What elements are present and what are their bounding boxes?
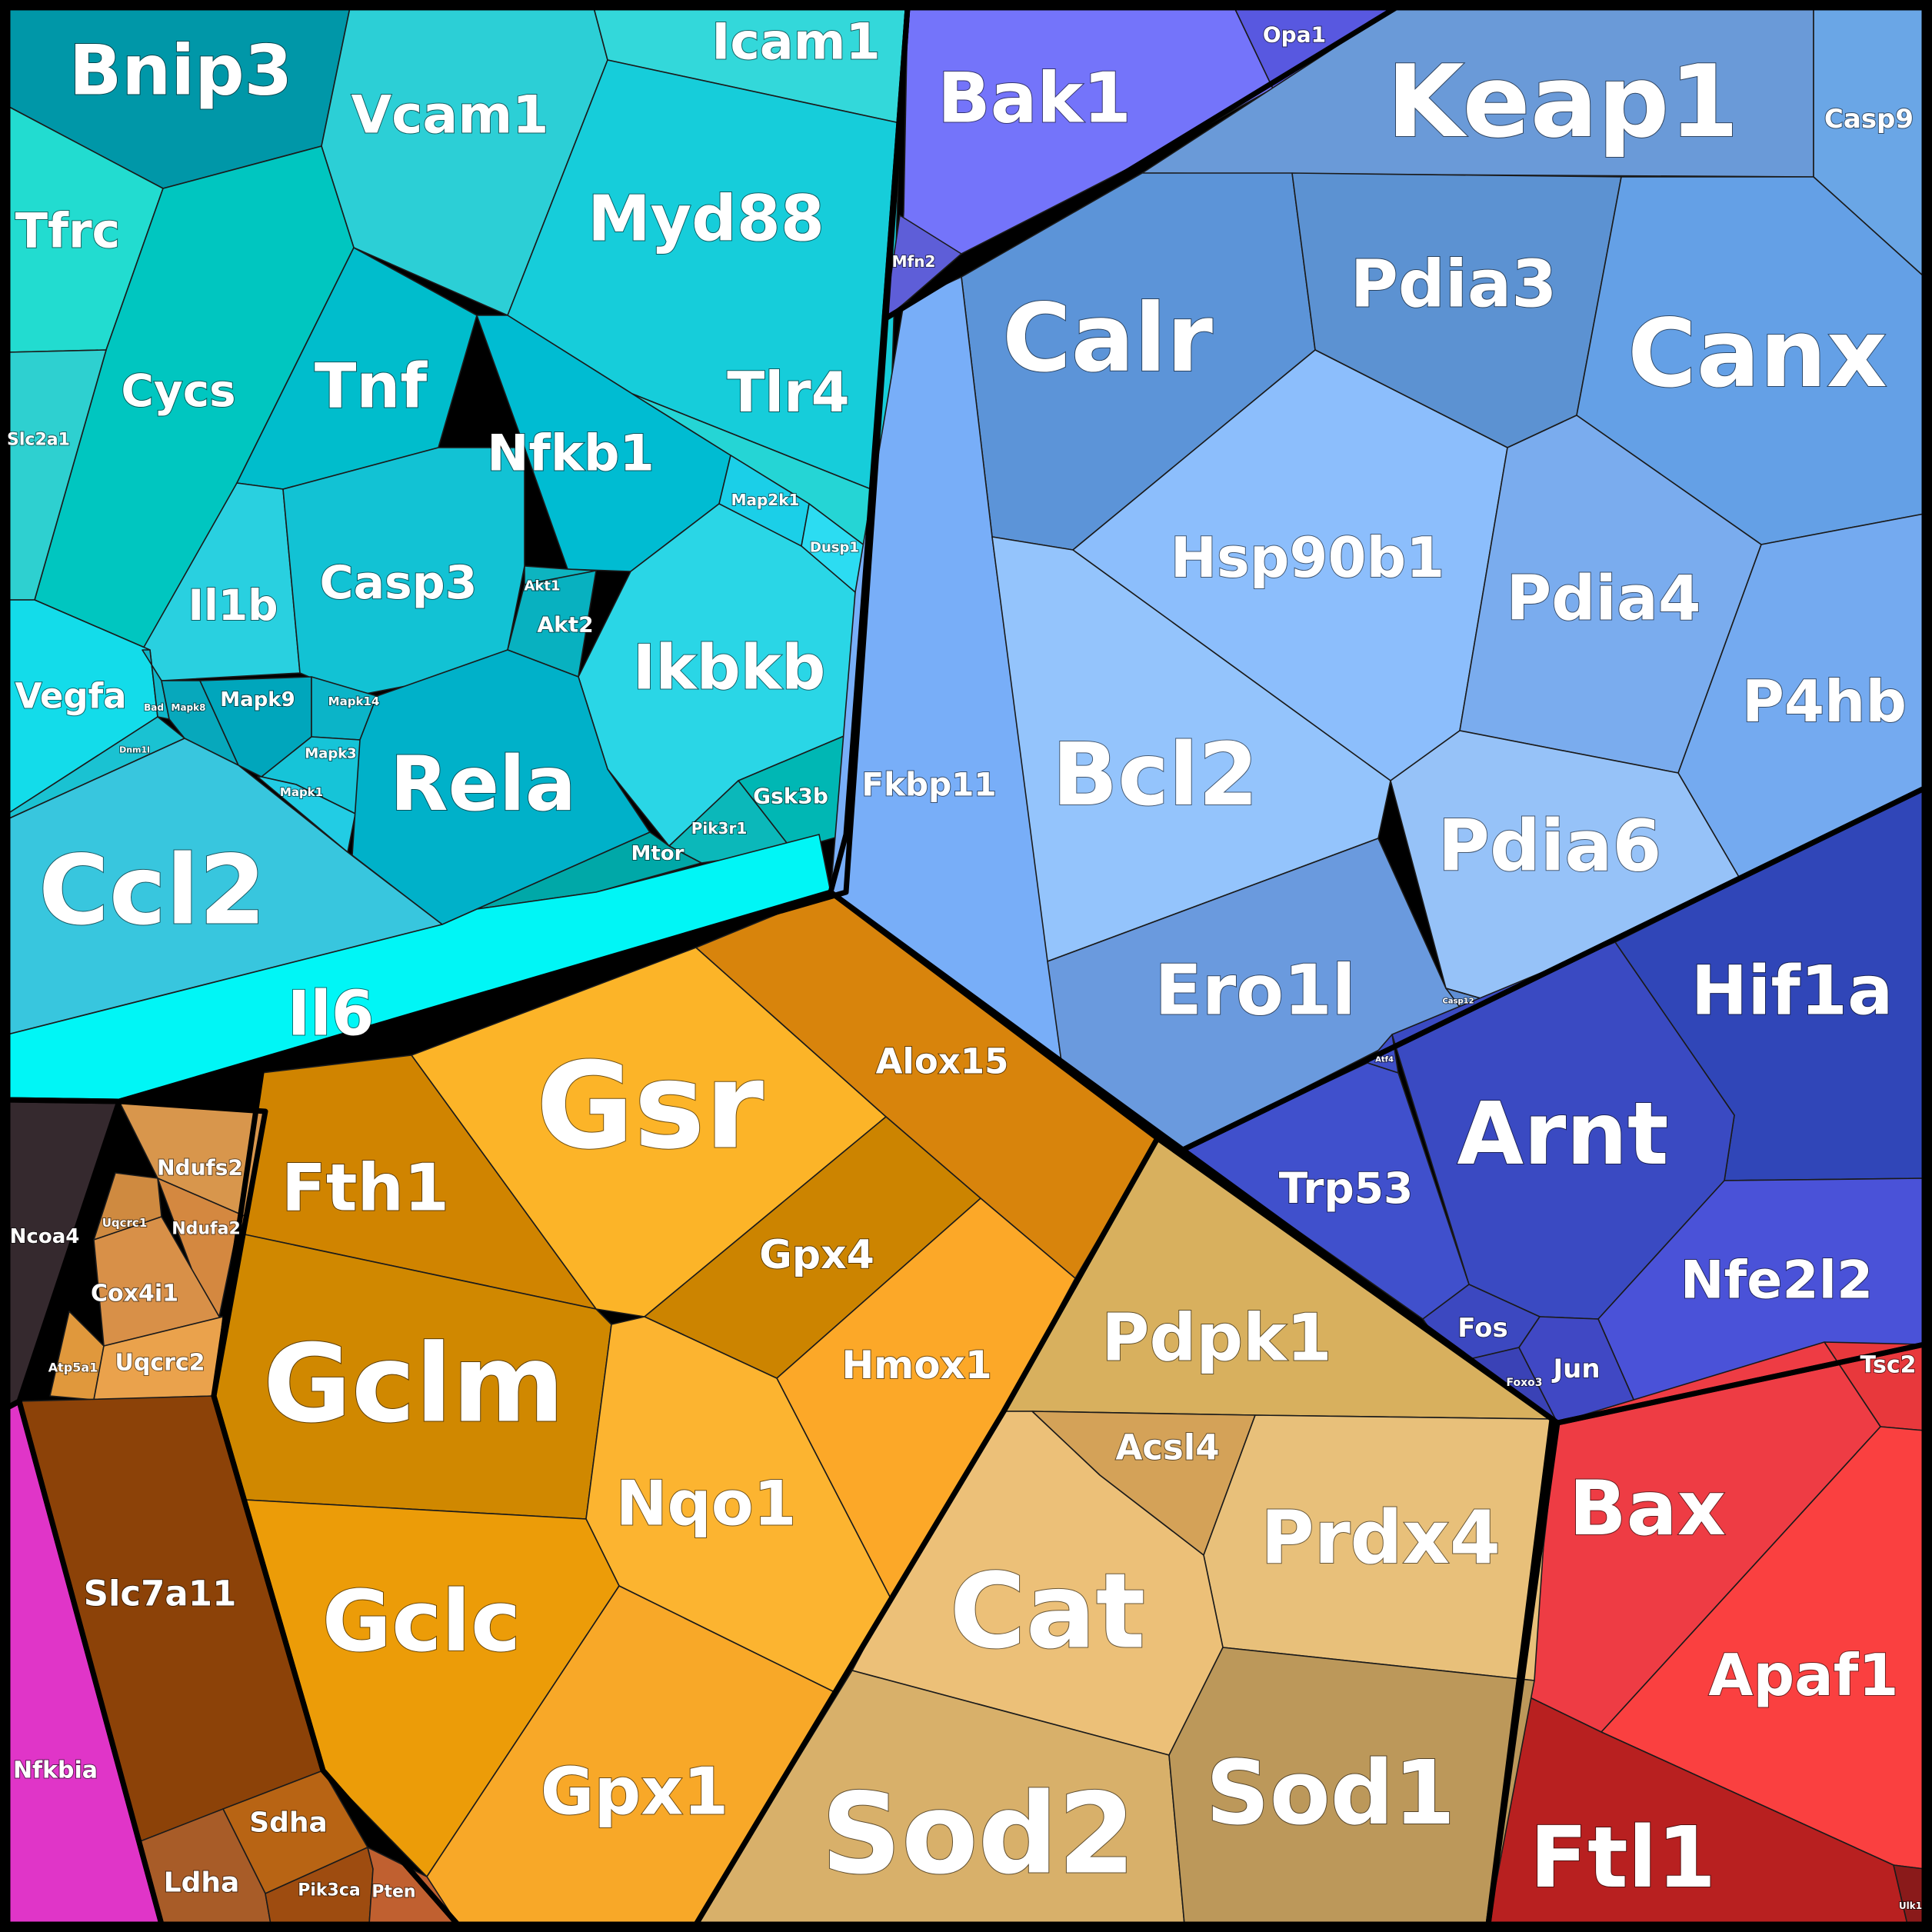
- cell-label-akt2: Akt2: [537, 612, 593, 638]
- cell-label-cox4i1: Cox4i1: [91, 1281, 178, 1307]
- cell-label-il6: Il6: [288, 978, 375, 1050]
- cell-label-pdia4: Pdia4: [1507, 563, 1701, 635]
- cell-ndufa2: [157, 1178, 247, 1317]
- cell-label-mtor: Mtor: [631, 842, 685, 865]
- cell-label-casp3: Casp3: [320, 556, 478, 610]
- cell-label-uqcrc1: Uqcrc1: [102, 1216, 148, 1230]
- cell-label-mapk3: Mapk3: [305, 746, 356, 762]
- cell-label-gclm: Gclm: [263, 1322, 565, 1447]
- cell-label-fkbp11: Fkbp11: [861, 766, 996, 804]
- cell-label-atp5a1: Atp5a1: [48, 1361, 98, 1375]
- cell-label-hif1a: Hif1a: [1691, 951, 1894, 1031]
- cell-label-tnf: Tnf: [315, 351, 428, 422]
- cell-label-icam1: Icam1: [711, 14, 881, 72]
- cell-label-p4hb: P4hb: [1742, 668, 1907, 735]
- cell-label-nfkbia: Nfkbia: [13, 1757, 98, 1784]
- cell-label-mapk14: Mapk14: [328, 695, 380, 708]
- cell-label-ndufs2: Ndufs2: [157, 1155, 243, 1181]
- cell-label-opa1: Opa1: [1263, 22, 1326, 48]
- cell-label-nfkb1: Nfkb1: [487, 425, 655, 483]
- cell-bcl2: [991, 536, 1391, 962]
- cell-il1b: [142, 482, 301, 681]
- cell-label-map2k1: Map2k1: [731, 491, 800, 509]
- cell-label-trp53: Trp53: [1279, 1164, 1414, 1213]
- cell-label-hsp90b1: Hsp90b1: [1171, 525, 1444, 590]
- cell-label-nfe2l2: Nfe2l2: [1681, 1251, 1874, 1311]
- cell-label-hmox1: Hmox1: [841, 1343, 991, 1387]
- cell-label-mapk8: Mapk8: [172, 702, 206, 713]
- cell-label-sdha: Sdha: [249, 1807, 328, 1839]
- cell-label-pik3ca: Pik3ca: [298, 1881, 361, 1900]
- cell-sod1: [1168, 1647, 1535, 1925]
- cell-label-fth1: Fth1: [281, 1151, 449, 1227]
- cell-label-prdx4: Prdx4: [1261, 1496, 1501, 1581]
- cell-mapk1: [257, 776, 356, 853]
- cell-label-casp12: Casp12: [1442, 998, 1474, 1006]
- cell-label-vcam1: Vcam1: [351, 85, 549, 146]
- cell-label-pten: Pten: [371, 1883, 415, 1902]
- cell-label-gclc: Gclc: [322, 1572, 521, 1671]
- cell-label-nqo1: Nqo1: [616, 1468, 797, 1540]
- cell-label-ftl1: Ftl1: [1530, 1808, 1716, 1907]
- cell-label-pdia6: Pdia6: [1438, 805, 1662, 888]
- cell-label-dnm1l: Dnm1l: [119, 745, 150, 755]
- cell-label-dusp1: Dusp1: [810, 540, 859, 556]
- cell-label-mfn2: Mfn2: [892, 252, 936, 271]
- cell-label-arnt: Arnt: [1457, 1084, 1668, 1184]
- cell-label-gsk3b: Gsk3b: [753, 784, 828, 809]
- cell-label-cycs: Cycs: [121, 365, 235, 417]
- cell-label-calr: Calr: [1002, 284, 1213, 393]
- cell-label-ncoa4: Ncoa4: [10, 1225, 80, 1248]
- cell-label-pik3r1: Pik3r1: [691, 819, 748, 838]
- cell-label-bnip3: Bnip3: [69, 31, 293, 112]
- cell-label-gpx1: Gpx1: [541, 1754, 729, 1830]
- cell-label-bad: Bad: [144, 702, 164, 713]
- cell-label-sod1: Sod1: [1206, 1742, 1455, 1845]
- cell-label-jun: Jun: [1551, 1354, 1600, 1384]
- cell-label-tlr4: Tlr4: [727, 360, 849, 425]
- cell-jun: [1518, 1316, 1635, 1424]
- cell-label-atf4: Atf4: [1375, 1056, 1394, 1064]
- cell-label-bax: Bax: [1569, 1465, 1726, 1553]
- cell-label-alox15: Alox15: [876, 1041, 1009, 1082]
- cell-label-uqcrc2: Uqcrc2: [115, 1350, 205, 1377]
- cell-label-bak1: Bak1: [938, 58, 1131, 139]
- cell-label-il1b: Il1b: [188, 581, 278, 630]
- cell-label-bcl2: Bcl2: [1052, 725, 1258, 825]
- cell-label-rela: Rela: [390, 741, 576, 828]
- cell-label-mapk1: Mapk1: [280, 785, 323, 799]
- cell-label-keap1: Keap1: [1387, 43, 1739, 160]
- cell-label-sod2: Sod2: [821, 1770, 1136, 1900]
- cell-label-tfrc: Tfrc: [15, 203, 121, 259]
- cell-label-pdpk1: Pdpk1: [1101, 1301, 1332, 1377]
- cell-label-vegfa: Vegfa: [15, 676, 126, 717]
- cell-bad: [142, 649, 170, 720]
- cell-label-fos: Fos: [1457, 1313, 1507, 1344]
- cell-label-pdia3: Pdia3: [1351, 247, 1557, 323]
- cell-label-ero1l: Ero1l: [1154, 951, 1355, 1031]
- cell-label-ndufa2: Ndufa2: [172, 1220, 241, 1239]
- cell-label-slc2a1: Slc2a1: [7, 431, 70, 450]
- cell-label-canx: Canx: [1627, 299, 1887, 408]
- cell-label-foxo3: Foxo3: [1506, 1377, 1542, 1389]
- cell-label-mapk9: Mapk9: [220, 688, 295, 711]
- cell-label-apaf1: Apaf1: [1708, 1641, 1898, 1709]
- cell-label-slc7a11: Slc7a11: [84, 1574, 237, 1614]
- cell-label-myd88: Myd88: [588, 183, 824, 256]
- cell-label-acsl4: Acsl4: [1115, 1427, 1219, 1468]
- cell-label-gpx4: Gpx4: [759, 1232, 874, 1278]
- cell-label-casp9: Casp9: [1824, 104, 1914, 135]
- cell-label-akt1: Akt1: [524, 578, 560, 595]
- cell-label-ikbkb: Ikbkb: [633, 632, 826, 704]
- cell-label-ulk1: Ulk1: [1899, 1900, 1922, 1911]
- cell-label-ccl2: Ccl2: [38, 835, 266, 947]
- cell-label-ldha: Ldha: [164, 1867, 240, 1899]
- cell-label-tsc2: Tsc2: [1860, 1352, 1917, 1379]
- cell-label-cat: Cat: [950, 1551, 1146, 1672]
- cell-label-gsr: Gsr: [536, 1037, 764, 1176]
